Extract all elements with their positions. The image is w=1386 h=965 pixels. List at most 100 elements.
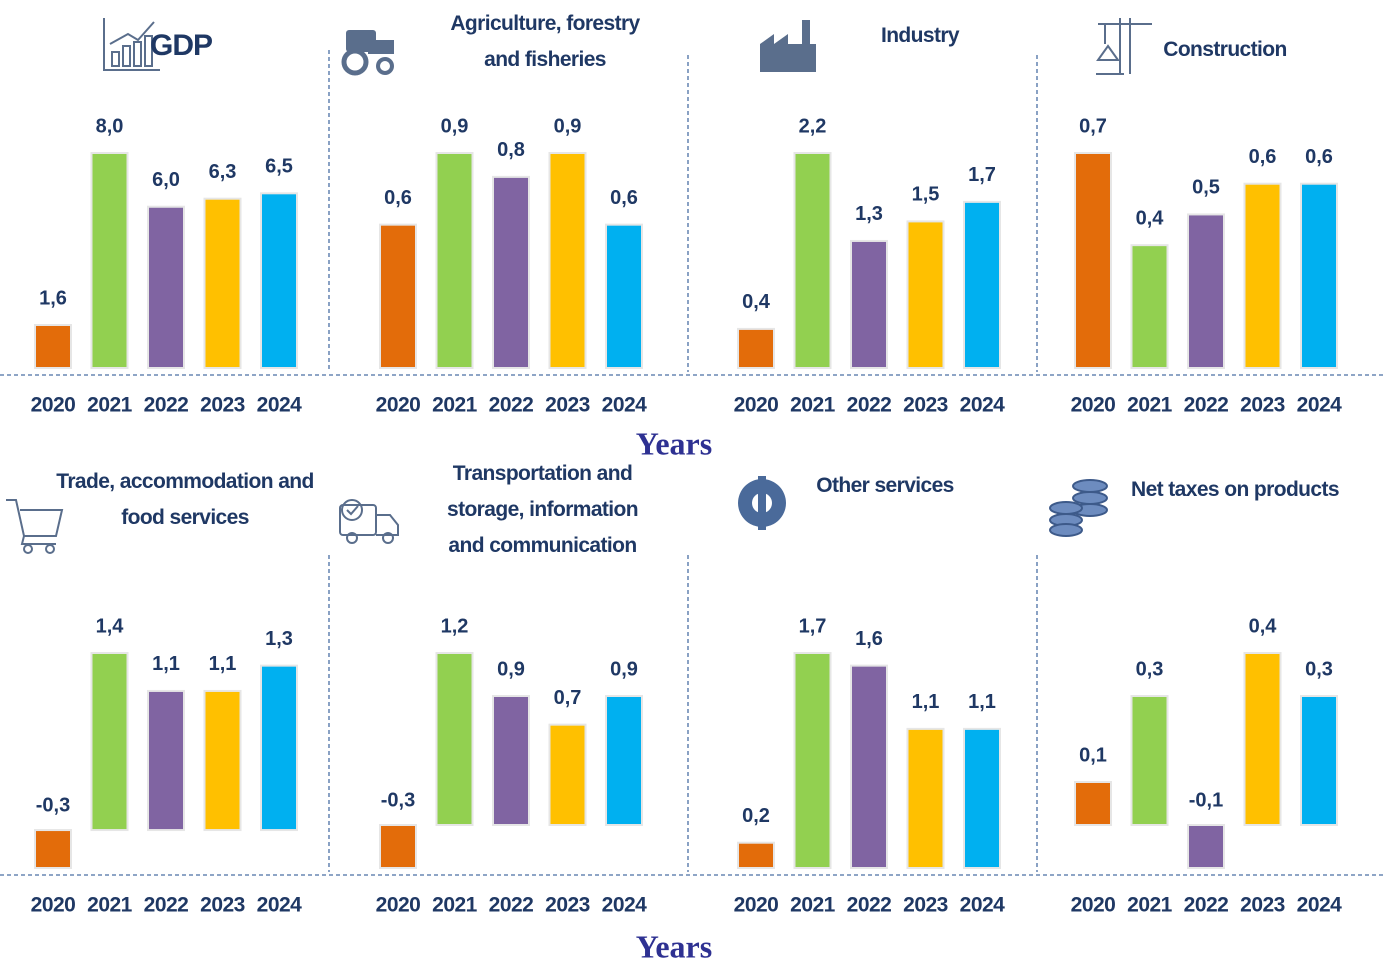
value-label: 0,8 [497,139,525,161]
x-tick-label: 2020 [1071,394,1116,417]
bar [379,223,417,369]
value-label: 1,6 [39,287,67,309]
value-label: 0,9 [554,115,582,137]
bar [906,727,945,869]
panel-title: Trade, accommodation and food services [56,470,314,529]
bar [963,200,1001,369]
bar [1074,781,1112,826]
value-label: 1,1 [912,691,940,713]
value-label: 0,9 [610,658,638,680]
x-tick-label: 2023 [903,894,948,917]
x-tick-label: 2020 [376,394,421,417]
panel-title: Industry [880,24,960,47]
x-tick-label: 2022 [489,394,534,417]
x-axis-label: Years [636,928,712,964]
bar [435,652,474,826]
bar [379,824,417,869]
x-tick-label: 2023 [1240,894,1285,917]
x-tick-label: 2020 [734,394,779,417]
value-label: 0,7 [1079,115,1107,137]
value-label: 0,9 [441,115,469,137]
value-label: 1,1 [152,653,180,675]
value-label: 1,1 [209,653,237,675]
x-tick-label: 2020 [31,894,76,917]
x-tick-label: 2022 [1184,394,1229,417]
bar [1187,824,1225,869]
x-tick-label: 2020 [376,894,421,917]
value-label: 1,7 [799,615,827,637]
x-tick-label: 2023 [1240,394,1285,417]
bar [548,723,587,827]
crane-icon [1096,18,1152,75]
factory-icon [760,20,816,72]
bar [1130,695,1169,826]
bar [1300,182,1338,369]
bar [1300,695,1338,826]
bar [34,829,72,870]
x-tick-label: 2023 [200,394,245,417]
value-label: 1,5 [912,184,940,206]
separators [0,50,1386,876]
x-tick-label: 2021 [1127,394,1173,417]
bar [850,664,888,869]
x-tick-label: 2024 [1297,394,1343,417]
value-label: 1,7 [968,164,996,186]
x-tick-label: 2023 [200,894,245,917]
value-label: 0,5 [1192,177,1220,199]
x-tick-label: 2020 [31,394,76,417]
x-tick-label: 2021 [790,894,836,917]
value-label: 0,6 [1249,146,1277,168]
value-label: 2,2 [799,115,827,137]
panel-title: Other services [816,474,954,497]
x-tick-label: 2024 [960,894,1006,917]
bar [1074,152,1112,369]
x-tick-label: 2023 [545,394,590,417]
bar [492,175,530,369]
value-label: 0,2 [742,805,770,827]
x-tick-label: 2021 [87,394,133,417]
x-axis-label: Years [636,425,712,461]
gdp-icon [103,18,160,71]
x-tick-label: 2022 [144,394,189,417]
cart-icon [6,499,64,554]
value-label: 1,4 [96,615,125,637]
x-tick-label: 2023 [545,894,590,917]
panel-title: Agriculture, forestry and fisheries [450,12,640,71]
value-label: -0,3 [36,794,70,816]
coins-icon [1049,479,1108,537]
x-tick-label: 2022 [847,394,892,417]
bar [605,223,643,369]
panel-title: Construction [1163,38,1287,61]
x-tick-label: 2023 [903,394,948,417]
bar [435,152,474,369]
x-tick-label: 2024 [257,394,303,417]
value-label: 0,3 [1136,658,1164,680]
value-label: 0,7 [554,687,582,709]
bar [737,841,775,869]
value-label: 0,6 [384,187,412,209]
x-tick-label: 2021 [432,894,478,917]
value-label: 1,1 [968,691,996,713]
gear-icon [738,476,786,530]
icons [6,18,1152,554]
x-tick-label: 2022 [144,894,189,917]
x-tick-label: 2021 [432,394,478,417]
value-label: 1,6 [855,628,883,650]
bar [1243,652,1282,826]
bar [605,695,643,826]
bar [203,689,242,832]
bar [90,152,129,369]
value-label: 1,3 [265,628,293,650]
truck-icon [339,499,399,544]
value-label: -0,3 [381,789,415,811]
value-label: 0,4 [742,291,771,313]
bar [793,652,832,869]
x-tick-label: 2021 [790,394,836,417]
bar [260,664,298,832]
panel-title: GDP [150,29,213,62]
bar [906,220,945,369]
bar [1243,182,1282,369]
bar [737,327,775,369]
